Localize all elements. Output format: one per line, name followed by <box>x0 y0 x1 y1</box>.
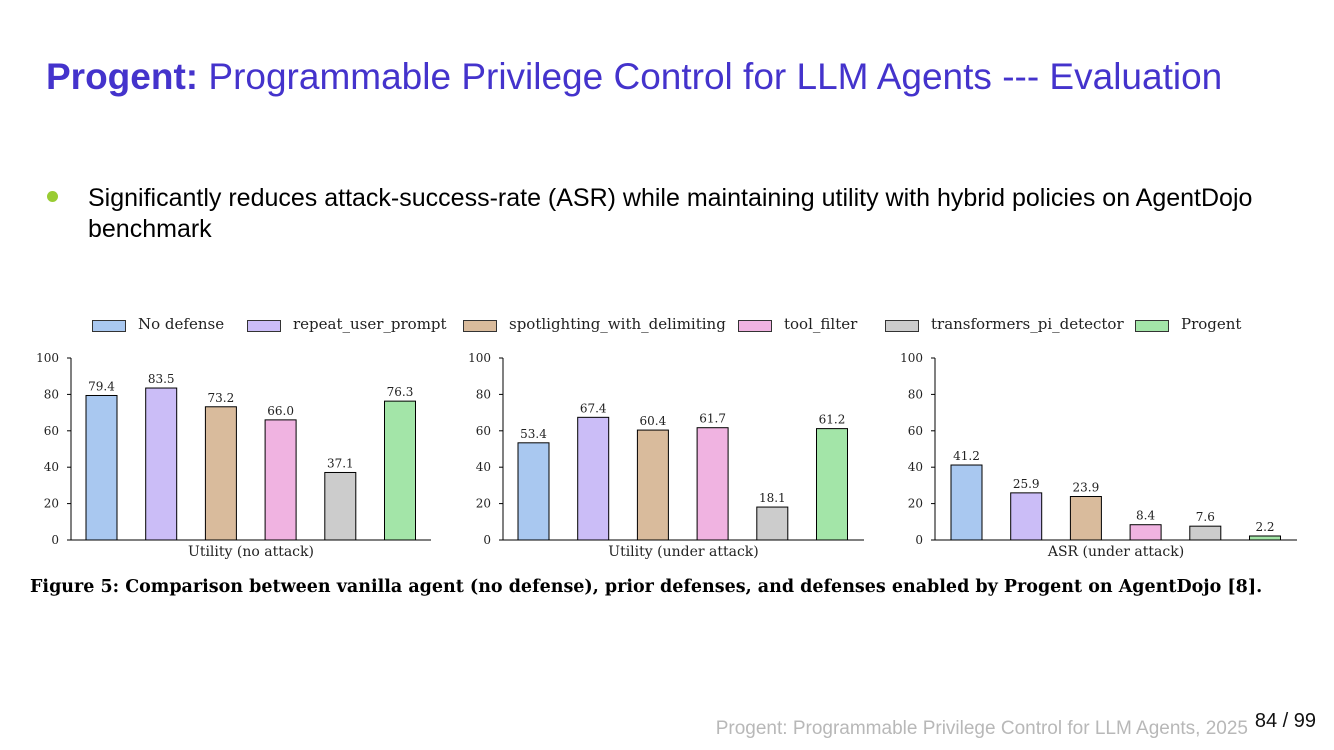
slide-title-bold: Progent: <box>46 56 199 97</box>
legend-label: transformers_pi_detector <box>931 315 1124 333</box>
bar-value-label: 66.0 <box>267 404 294 418</box>
bar-charts: 0 20 40 60 80 100 79.4 83.5 73.2 66.0 37.1 76.3 Util… <box>36 351 1297 560</box>
legend-swatch <box>92 320 126 332</box>
legend-swatch <box>1135 320 1169 332</box>
bullet-point: Significantly reduces attack-success-rat… <box>46 183 1276 245</box>
bullet-dot-icon <box>47 191 58 202</box>
slide-footer: Progent: Programmable Privilege Control … <box>715 718 1248 739</box>
bar-value-label: 25.9 <box>1013 477 1040 491</box>
y-tick-label: 40 <box>44 460 59 474</box>
legend-swatch <box>247 320 281 332</box>
bar <box>145 387 178 541</box>
bar-value-label: 73.2 <box>208 391 235 405</box>
bar-value-label: 76.3 <box>387 385 414 399</box>
y-tick-label: 60 <box>908 424 923 438</box>
bar-value-label: 23.9 <box>1073 481 1100 495</box>
y-tick-label: 80 <box>44 387 59 401</box>
y-tick-label: 40 <box>908 460 923 474</box>
bar <box>264 419 297 541</box>
y-tick-label: 20 <box>908 497 923 511</box>
bar-value-label: 61.7 <box>699 412 726 426</box>
bar <box>756 506 789 541</box>
x-axis-label: Utility (no attack) <box>188 544 314 560</box>
legend-swatch <box>738 320 772 332</box>
bar-value-label: 18.1 <box>759 491 786 505</box>
legend-label: spotlighting_with_delimiting <box>509 315 726 333</box>
y-tick-label: 20 <box>44 497 59 511</box>
bar-value-label: 60.4 <box>640 414 667 428</box>
legend-swatch <box>463 320 497 332</box>
figure-caption: Figure 5: Comparison between vanilla age… <box>30 577 1263 597</box>
x-axis-label: ASR (under attack) <box>1047 544 1184 560</box>
y-tick-label: 100 <box>36 351 59 365</box>
legend-label: repeat_user_prompt <box>293 315 447 333</box>
bar <box>1129 524 1162 541</box>
bar-value-label: 8.4 <box>1136 509 1155 523</box>
bar <box>696 427 729 541</box>
bar-value-label: 79.4 <box>88 379 115 393</box>
slide-title: Progent: Programmable Privilege Control … <box>46 56 1222 98</box>
bar <box>816 428 848 541</box>
bar-value-label: 67.4 <box>580 401 607 415</box>
y-tick-label: 20 <box>476 497 491 511</box>
bar-value-label: 61.2 <box>819 413 846 427</box>
bar-value-label: 41.2 <box>953 449 980 463</box>
bar-value-label: 7.6 <box>1196 510 1215 524</box>
bar-value-label: 83.5 <box>148 372 175 386</box>
bar <box>517 442 550 541</box>
legend-label: No defense <box>138 315 225 333</box>
slide-title-rest: Programmable Privilege Control for LLM A… <box>198 56 1223 97</box>
y-tick-label: 60 <box>44 424 59 438</box>
bar-value-label: 37.1 <box>327 456 354 470</box>
y-tick-label: 80 <box>476 387 491 401</box>
bar <box>384 400 416 541</box>
legend-swatch <box>885 320 919 332</box>
y-tick-label: 100 <box>468 351 491 365</box>
legend-label: tool_filter <box>784 315 858 333</box>
y-tick-label: 40 <box>476 460 491 474</box>
bar <box>1010 492 1043 541</box>
legend-label: Progent <box>1181 315 1242 333</box>
bar <box>1249 535 1281 541</box>
bar <box>577 416 610 541</box>
bar <box>324 471 357 541</box>
y-tick-label: 60 <box>476 424 491 438</box>
y-tick-label: 100 <box>900 351 923 365</box>
bar <box>85 394 118 541</box>
bar-value-label: 2.2 <box>1255 520 1274 534</box>
bar <box>950 464 983 541</box>
bar <box>204 406 237 541</box>
y-tick-label: 0 <box>483 533 491 547</box>
y-tick-label: 0 <box>51 533 59 547</box>
bar <box>1069 496 1102 541</box>
page-number: 84 / 99 <box>1254 710 1316 732</box>
y-tick-label: 0 <box>915 533 923 547</box>
bar-value-label: 53.4 <box>520 427 547 441</box>
bullet-text: Significantly reduces attack-success-rat… <box>88 184 1253 243</box>
bar <box>1189 525 1222 541</box>
bar <box>636 429 669 541</box>
y-tick-label: 80 <box>908 387 923 401</box>
x-axis-label: Utility (under attack) <box>608 544 758 560</box>
